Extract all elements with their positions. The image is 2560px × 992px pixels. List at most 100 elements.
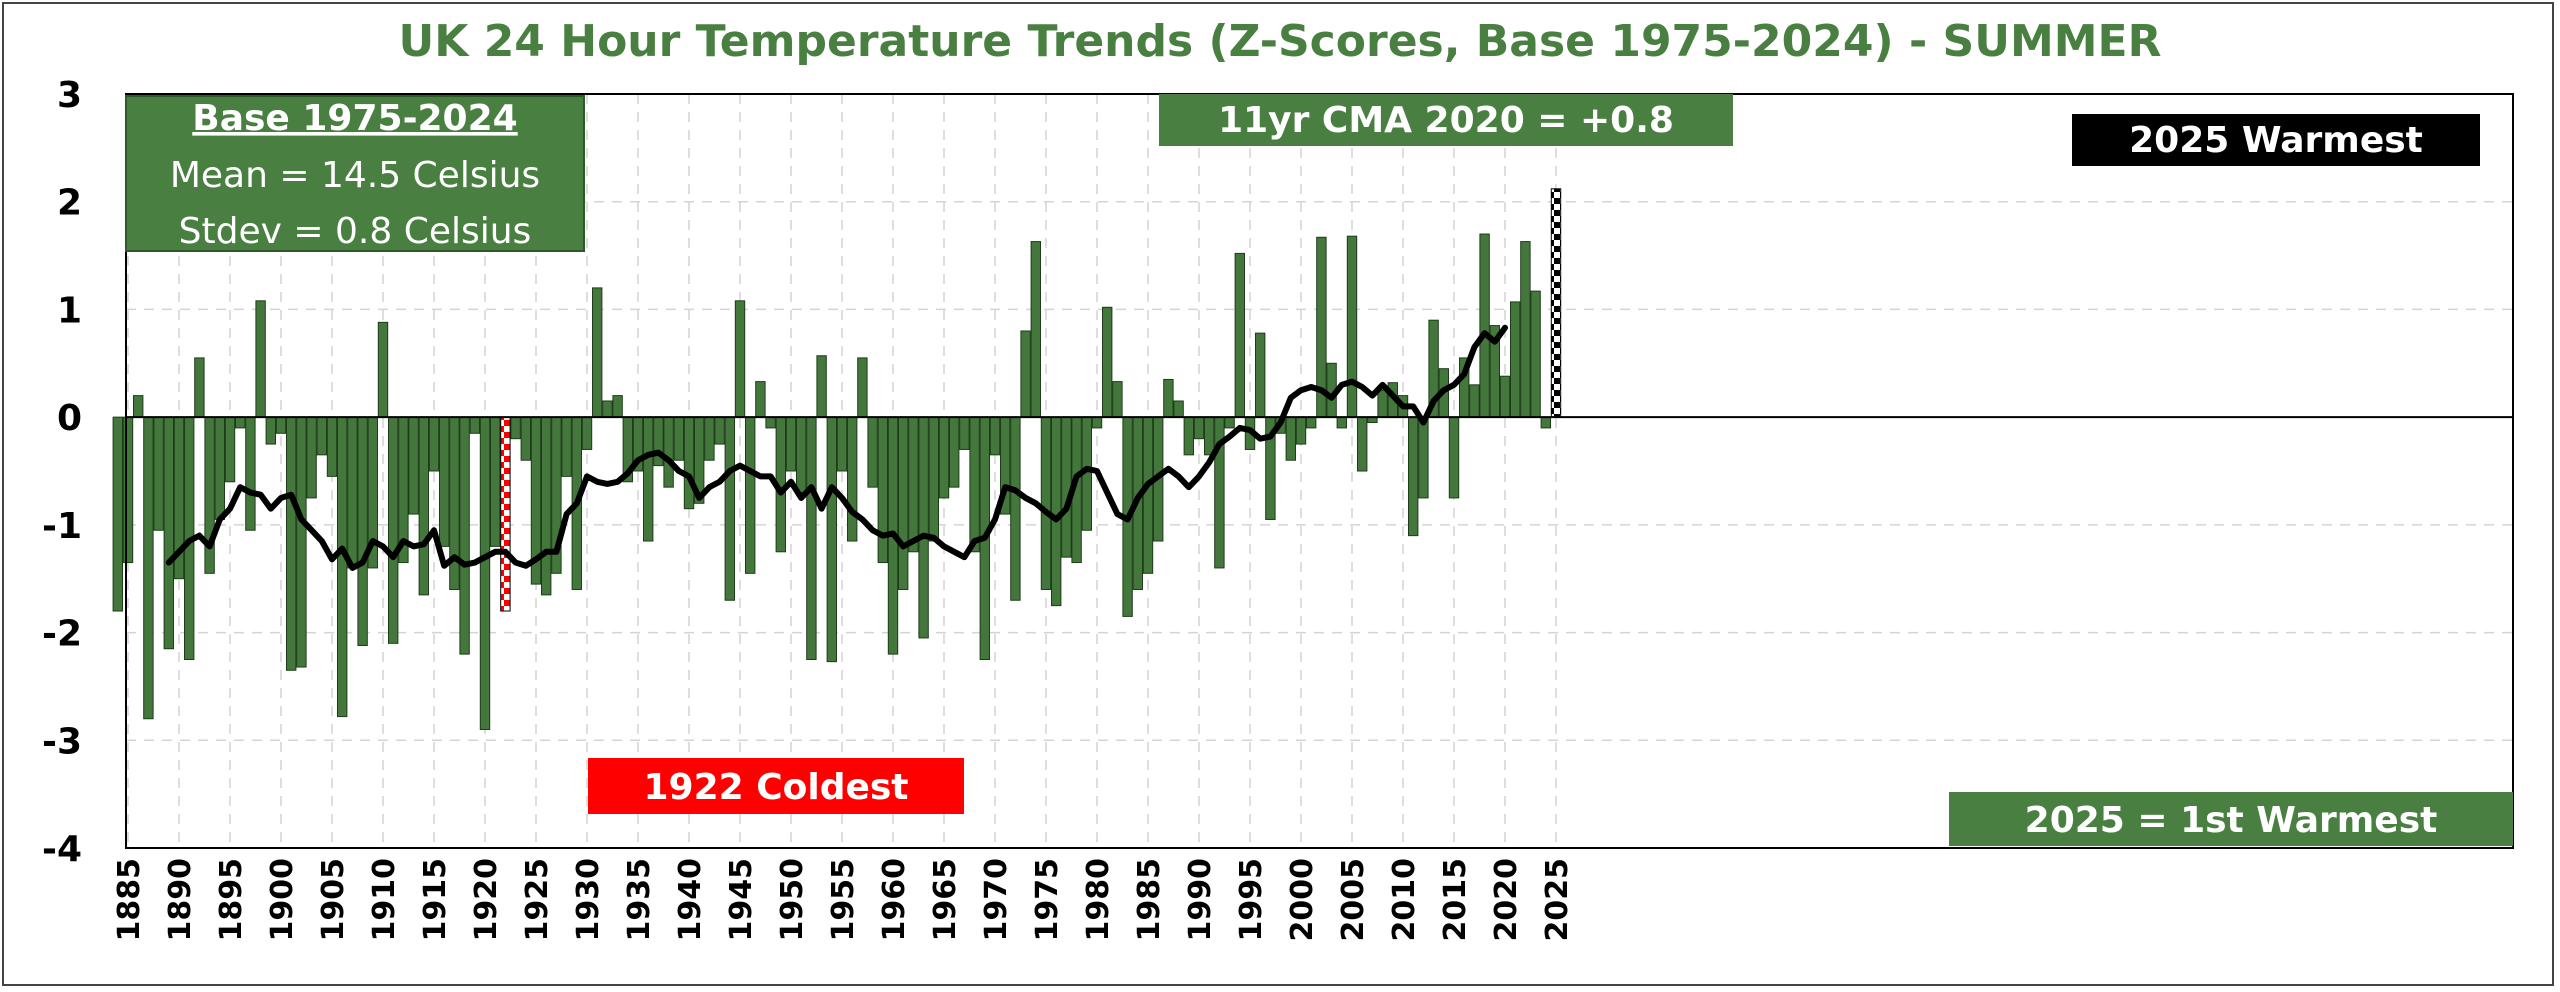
bar-1884 xyxy=(112,416,123,612)
bar-1990 xyxy=(1193,416,1205,440)
x-tick-label: 2010 xyxy=(1387,858,1422,942)
bar-1928 xyxy=(561,416,572,477)
bar-1963 xyxy=(918,416,929,639)
x-tick-label: 1985 xyxy=(1132,858,1167,942)
bar-1980 xyxy=(1091,416,1103,429)
bar-1918 xyxy=(459,416,470,655)
bar-1942 xyxy=(704,416,715,461)
bar-2017 xyxy=(1469,384,1480,418)
bar-1910 xyxy=(377,321,389,418)
bar-1946 xyxy=(745,416,756,574)
bar-1943 xyxy=(714,416,725,445)
bar-1898 xyxy=(255,300,266,418)
bar-1889 xyxy=(163,416,175,650)
bars xyxy=(112,188,1562,731)
bar-2023 xyxy=(1530,290,1541,418)
bar-1966 xyxy=(949,416,960,488)
cma-box xyxy=(1159,94,1733,146)
bar-2008 xyxy=(1377,389,1388,418)
bar-1931 xyxy=(592,287,603,418)
x-tick-label: 1980 xyxy=(1081,858,1116,942)
bar-2006 xyxy=(1357,416,1368,472)
warmest-box xyxy=(2072,114,2480,166)
bar-1916 xyxy=(439,416,450,547)
bar-1885 xyxy=(122,416,134,564)
x-tick-label: 1920 xyxy=(469,858,504,942)
x-tick-label: 1965 xyxy=(928,858,963,942)
bar-2015 xyxy=(1448,416,1460,499)
x-axis-ticks: 1885 1890 1895 1900 1905 1910 1915 1920 1925 1930… xyxy=(112,858,1575,942)
rank-annotation: 2025 = 1st Warmest xyxy=(1949,792,2513,846)
bar-2025 xyxy=(1550,188,1562,418)
bar-1923 xyxy=(510,416,521,440)
bar-1981 xyxy=(1102,306,1113,418)
bar-1987 xyxy=(1163,378,1174,418)
bar-2001 xyxy=(1306,416,1317,429)
bar-1972 xyxy=(1010,416,1021,601)
bar-1977 xyxy=(1061,416,1072,558)
bar-1944 xyxy=(724,416,735,601)
rank-box xyxy=(1949,792,2513,846)
x-tick-label: 1885 xyxy=(112,858,147,942)
chart-title: UK 24 Hour Temperature Trends (Z-Scores,… xyxy=(399,16,2162,67)
bar-1924 xyxy=(520,416,531,461)
bar-1907 xyxy=(347,416,358,569)
bar-1976 xyxy=(1051,416,1062,607)
y-tick-label: 0 xyxy=(57,398,82,439)
bar-1913 xyxy=(408,416,419,515)
bar-1953 xyxy=(816,355,827,418)
bar-1922 xyxy=(500,416,511,612)
bar-1938 xyxy=(663,416,674,488)
bar-1905 xyxy=(326,416,338,477)
coldest-label: 1922 Coldest xyxy=(643,767,908,808)
bar-2018 xyxy=(1479,233,1490,418)
base-title: Base 1975-2024 xyxy=(192,98,517,139)
bar-1985 xyxy=(1142,416,1154,574)
y-tick-label: -4 xyxy=(42,829,82,870)
bar-1920 xyxy=(479,416,491,731)
x-tick-label: 2015 xyxy=(1438,858,1473,942)
bar-1900 xyxy=(275,416,287,434)
bar-1999 xyxy=(1285,416,1296,461)
x-tick-label: 1970 xyxy=(979,858,1014,942)
bar-1911 xyxy=(388,416,399,644)
y-tick-label: -1 xyxy=(42,506,82,547)
x-tick-label: 1975 xyxy=(1030,858,1065,942)
warmest-label: 2025 Warmest xyxy=(2129,120,2423,161)
x-tick-label: 1950 xyxy=(775,858,810,942)
warmest-annotation: 2025 Warmest xyxy=(2072,114,2480,166)
x-tick-label: 1910 xyxy=(367,858,402,942)
bar-1904 xyxy=(316,416,328,456)
bar-1950 xyxy=(785,416,797,472)
bar-1940 xyxy=(683,416,695,510)
bar-1955 xyxy=(836,416,848,472)
base-stdev: Stdev = 0.8 Celsius xyxy=(179,211,532,252)
bar-1914 xyxy=(418,416,430,596)
y-tick-label: 2 xyxy=(57,183,82,224)
x-tick-label: 1990 xyxy=(1183,858,1218,942)
bar-1945 xyxy=(734,300,746,418)
bar-1894 xyxy=(214,416,226,520)
base-mean: Mean = 14.5 Celsius xyxy=(170,155,540,196)
cma-line-group xyxy=(165,324,1508,571)
bar-1939 xyxy=(673,416,684,461)
bar-1906 xyxy=(337,416,348,718)
y-tick-label: -3 xyxy=(42,721,82,762)
bar-1888 xyxy=(153,416,164,531)
bar-1968 xyxy=(969,416,980,553)
x-tick-label: 1960 xyxy=(877,858,912,942)
y-axis-ticks: 3 2 1 0 -1 -2 -3 -4 xyxy=(42,75,82,870)
bar-1982 xyxy=(1112,381,1123,418)
bar-1952 xyxy=(806,416,817,660)
bar-1892 xyxy=(194,357,205,418)
bar-1958 xyxy=(867,416,878,488)
cma-annotation: 11yr CMA 2020 = +0.8 xyxy=(1159,94,1733,146)
bar-1921 xyxy=(490,416,501,547)
y-tick-label: 1 xyxy=(57,290,82,331)
bar-2005 xyxy=(1346,235,1358,418)
bar-1989 xyxy=(1183,416,1194,456)
bar-1933 xyxy=(612,395,623,418)
bar-1908 xyxy=(357,416,368,646)
x-tick-label: 2005 xyxy=(1336,858,1371,942)
